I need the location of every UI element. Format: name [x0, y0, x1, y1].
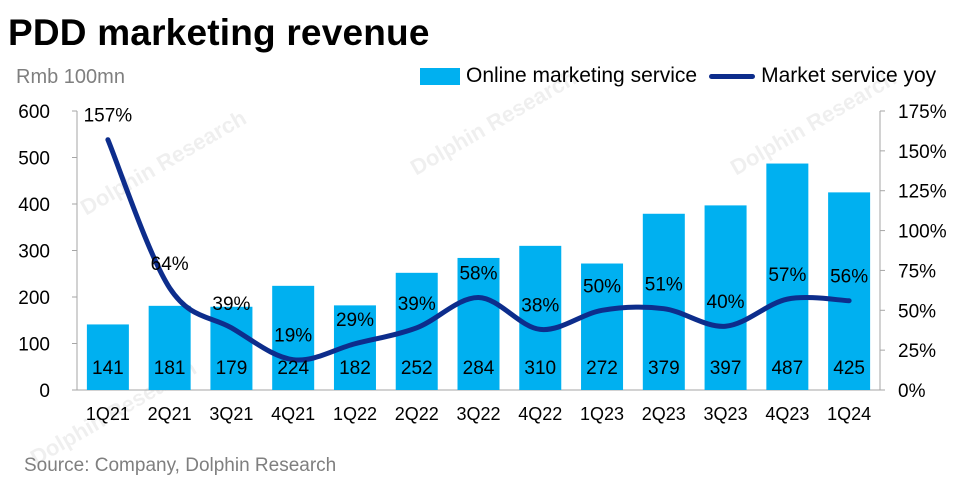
- yoy-value-label: 39%: [398, 294, 436, 315]
- yoy-value-label: 50%: [583, 276, 621, 297]
- bar-value-label: 179: [216, 358, 248, 379]
- y-right-tick-label: 25%: [898, 341, 936, 362]
- y-left-tick-label: 400: [18, 195, 50, 216]
- x-tick-label: 2Q22: [395, 404, 439, 424]
- x-tick-label: 4Q22: [518, 404, 562, 424]
- y-right-tick-label: 125%: [898, 182, 947, 203]
- y-right-tick-label: 0%: [898, 381, 926, 402]
- y-right-tick-label: 100%: [898, 222, 947, 243]
- yoy-value-label: 29%: [336, 310, 374, 331]
- y-left-tick-label: 500: [18, 149, 50, 170]
- legend-line-label: Market service yoy: [761, 64, 937, 87]
- yoy-value-label: 39%: [212, 294, 250, 315]
- y-axis-unit-label: Rmb 100mn: [16, 66, 125, 88]
- bar-value-label: 141: [92, 358, 124, 379]
- x-tick-label: 4Q21: [271, 404, 315, 424]
- yoy-value-label: 157%: [84, 106, 133, 127]
- legend-line-swatch: [709, 73, 756, 79]
- yoy-line: [105, 137, 852, 363]
- bar-value-label: 224: [277, 358, 309, 379]
- bar-value-label: 310: [524, 358, 556, 379]
- x-tick-label: 1Q22: [333, 404, 377, 424]
- bar-value-label: 397: [710, 358, 742, 379]
- bar-3Q22: [457, 257, 500, 390]
- y-left-tick-label: 600: [18, 102, 50, 123]
- legend: Online marketing service Market service …: [420, 64, 936, 88]
- y-left-tick-label: 100: [18, 335, 50, 356]
- x-tick-label: 3Q23: [704, 404, 748, 424]
- bar-value-label: 425: [833, 358, 865, 379]
- legend-bar-label: Online marketing service: [466, 64, 698, 87]
- y-right-tick-label: 50%: [898, 301, 936, 322]
- x-tick-label: 4Q23: [765, 404, 809, 424]
- x-tick-label: 1Q24: [827, 404, 871, 424]
- y-left-tick-label: 200: [18, 288, 50, 309]
- yoy-value-label: 56%: [830, 267, 868, 288]
- x-tick-label: 2Q21: [148, 404, 192, 424]
- bar-value-label: 379: [648, 358, 680, 379]
- bar-4Q21: [272, 285, 315, 390]
- bar-value-label: 182: [339, 358, 371, 379]
- x-tick-label: 2Q23: [642, 404, 686, 424]
- chart-title: PDD marketing revenue: [8, 12, 430, 53]
- x-tick-label: 3Q21: [209, 404, 253, 424]
- bar-value-label: 272: [586, 358, 618, 379]
- yoy-value-label: 64%: [151, 254, 189, 275]
- bar-1Q21: [86, 324, 129, 390]
- bar-3Q23: [704, 205, 747, 390]
- y-right-tick-label: 75%: [898, 261, 936, 282]
- legend-bar-swatch: [420, 67, 460, 85]
- y-right-tick-label: 150%: [898, 142, 947, 163]
- bar-2Q23: [642, 213, 685, 390]
- bar-4Q23: [766, 163, 809, 390]
- yoy-value-label: 38%: [521, 295, 559, 316]
- x-tick-label: 1Q21: [86, 404, 130, 424]
- x-tick-label: 3Q22: [456, 404, 500, 424]
- bar-value-label: 284: [463, 358, 495, 379]
- bar-value-label: 181: [154, 358, 186, 379]
- bar-1Q24: [828, 192, 871, 390]
- bar-value-label: 252: [401, 358, 433, 379]
- bar-1Q23: [581, 263, 624, 390]
- x-tick-label: 1Q23: [580, 404, 624, 424]
- yoy-value-label: 19%: [274, 326, 312, 347]
- bar-4Q22: [519, 245, 562, 390]
- y-left-tick-label: 0: [39, 381, 50, 402]
- bar-value-label: 487: [771, 358, 803, 379]
- bar-2Q21: [148, 305, 191, 390]
- yoy-value-label: 40%: [707, 292, 745, 313]
- y-left-tick-label: 300: [18, 242, 50, 263]
- source-note: Source: Company, Dolphin Research: [24, 455, 337, 476]
- yoy-value-label: 57%: [768, 265, 806, 286]
- yoy-value-label: 58%: [459, 264, 497, 285]
- yoy-value-label: 51%: [645, 275, 683, 296]
- y-right-tick-label: 175%: [898, 102, 947, 123]
